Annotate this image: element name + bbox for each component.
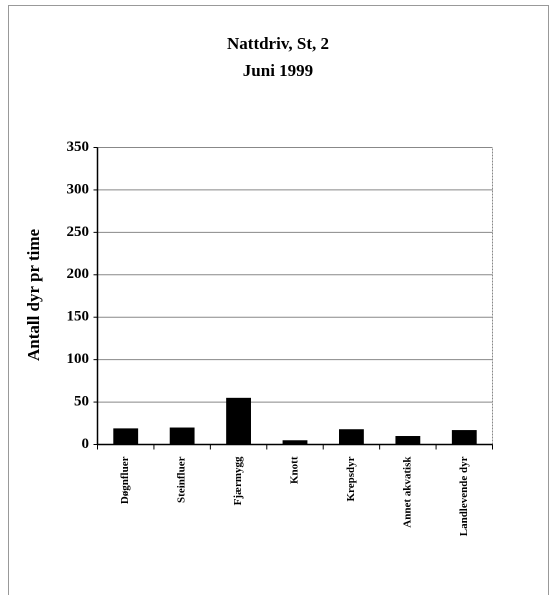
y-tick-label: 0 <box>82 436 90 452</box>
y-tick-label: 100 <box>67 351 90 367</box>
x-tick-label: Annet akvatisk <box>401 456 413 528</box>
bar <box>395 436 421 445</box>
x-tick-label: Krepsdyr <box>345 456 357 501</box>
y-tick-label: 50 <box>74 394 89 410</box>
x-tick-label: Knott <box>289 456 301 484</box>
x-tick-label: Steinfluer <box>176 456 188 503</box>
chart-title: Nattdriv, St, 2 <box>227 34 329 53</box>
bar <box>282 440 308 445</box>
bar <box>339 429 364 445</box>
y-tick-label: 150 <box>67 309 90 325</box>
x-tick-label: Fjærmygg <box>232 456 244 505</box>
x-tick-label: Døgnfluer <box>119 456 131 504</box>
bar <box>113 428 139 445</box>
plot-area <box>97 147 493 445</box>
y-tick-label: 350 <box>67 139 90 155</box>
y-tick-label: 250 <box>67 224 90 240</box>
bar <box>169 427 195 445</box>
x-tick-label: Landlevende dyr <box>458 456 470 536</box>
bar <box>451 430 477 445</box>
y-axis-label: Antall dyr pr time <box>24 229 43 362</box>
chart-subtitle: Juni 1999 <box>243 61 313 80</box>
y-tick-label: 200 <box>67 266 90 282</box>
bar <box>226 397 251 445</box>
y-tick-label: 300 <box>67 181 90 197</box>
